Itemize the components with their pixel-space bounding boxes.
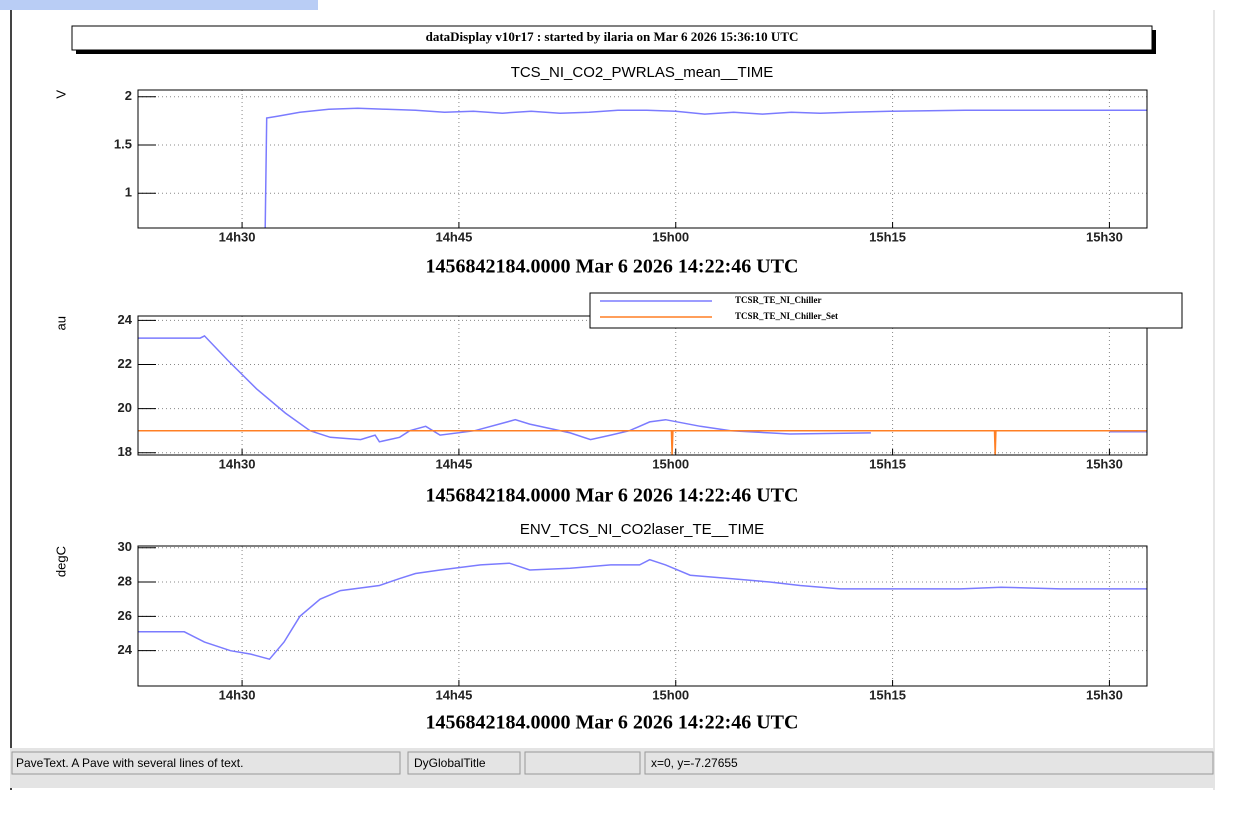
x-tick-label: 14h45 — [435, 229, 472, 244]
y-tick-label: 24 — [118, 312, 133, 327]
x-tick-label: 15h15 — [869, 229, 906, 244]
y-tick-label: 18 — [118, 444, 132, 459]
plot-area — [138, 316, 1147, 455]
chart-title: TCS_NI_CO2_PWRLAS_mean__TIME — [511, 64, 774, 81]
x-tick-label: 15h15 — [869, 687, 906, 702]
y-tick-label: 1.5 — [114, 136, 132, 151]
plot-area — [138, 90, 1147, 228]
x-tick-label: 14h30 — [219, 229, 256, 244]
y-axis-label: degC — [53, 546, 68, 577]
status-cell — [644, 751, 1214, 775]
y-axis-label: au — [53, 316, 68, 330]
x-tick-label: 15h00 — [652, 687, 689, 702]
x-tick-label: 15h30 — [1086, 229, 1123, 244]
time-label: 1456842184.0000 Mar 6 2026 14:22:46 UTC — [426, 256, 799, 278]
chart-title: ENV_TCS_NI_CO2laser_TE__TIME — [520, 521, 764, 538]
x-tick-label: 15h30 — [1086, 687, 1123, 702]
status-text: DyGlobalTitle — [414, 756, 486, 770]
legend-label: TCSR_TE_NI_Chiller — [735, 295, 822, 305]
y-tick-label: 30 — [118, 539, 132, 554]
time-label: 1456842184.0000 Mar 6 2026 14:22:46 UTC — [426, 712, 799, 734]
x-tick-label: 14h30 — [219, 687, 256, 702]
y-tick-label: 28 — [118, 573, 132, 588]
series-line — [138, 558, 1147, 661]
y-tick-label: 2 — [125, 88, 132, 103]
time-label: 1456842184.0000 Mar 6 2026 14:22:46 UTC — [426, 485, 799, 507]
global-title: dataDisplay v10r17 : started by ilaria o… — [426, 29, 799, 44]
x-tick-label: 15h30 — [1086, 456, 1123, 471]
plot-frame — [137, 89, 1148, 229]
status-cell — [407, 751, 521, 775]
x-tick-label: 14h30 — [219, 456, 256, 471]
x-tick-label: 15h00 — [652, 456, 689, 471]
y-tick-label: 26 — [118, 608, 132, 623]
x-tick-label: 14h45 — [435, 687, 472, 702]
x-tick-label: 15h00 — [652, 229, 689, 244]
title-box — [71, 25, 1153, 51]
series-line — [264, 107, 1147, 229]
x-tick-label: 14h45 — [435, 456, 472, 471]
status-text: x=0, y=-7.27655 — [651, 756, 738, 770]
legend-label: TCSR_TE_NI_Chiller_Set — [735, 311, 838, 321]
y-tick-label: 20 — [118, 400, 132, 415]
status-cell — [11, 751, 401, 775]
status-text: PaveText. A Pave with several lines of t… — [16, 756, 243, 770]
series-line — [138, 429, 1147, 456]
legend-box — [589, 292, 1183, 329]
x-tick-label: 15h15 — [869, 456, 906, 471]
series-line — [138, 334, 1147, 443]
y-tick-label: 1 — [125, 185, 132, 200]
top-tab — [0, 0, 318, 10]
plot-frame — [137, 545, 1148, 687]
y-tick-label: 22 — [118, 356, 132, 371]
status-cell — [524, 751, 641, 775]
y-tick-label: 24 — [118, 642, 133, 657]
y-axis-label: V — [53, 90, 68, 99]
